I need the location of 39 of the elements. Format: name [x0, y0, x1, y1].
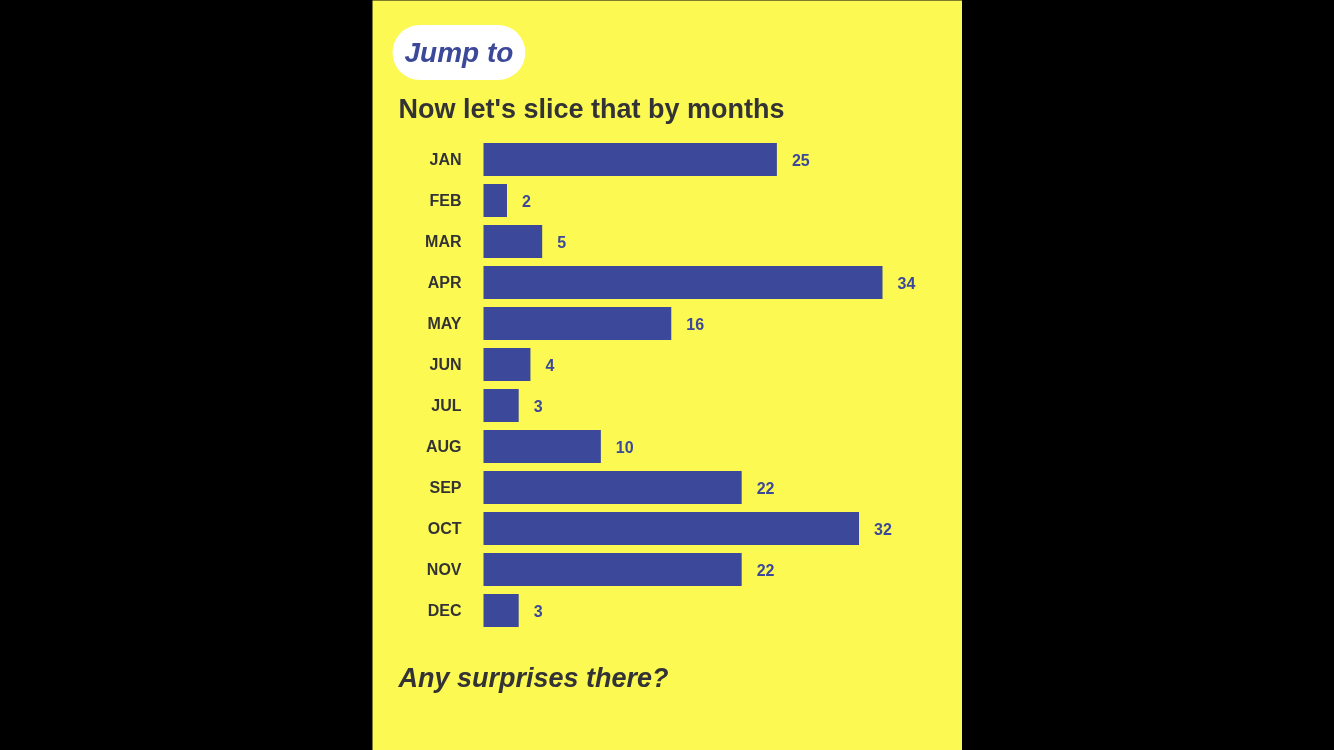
data-label: 5	[557, 233, 567, 251]
bar	[483, 143, 777, 176]
data-label: 3	[533, 602, 543, 620]
y-tick-label: FEB	[429, 192, 462, 209]
bar	[483, 389, 519, 422]
bar	[483, 471, 742, 504]
bar	[483, 266, 883, 299]
y-tick-label: JUL	[431, 397, 462, 414]
data-label: 22	[756, 479, 775, 497]
bar	[483, 184, 507, 217]
text: Jump to	[404, 37, 514, 68]
chart-title: Now let's slice that by months	[398, 93, 785, 124]
y-tick-label: DEC	[427, 602, 462, 619]
bar	[483, 553, 742, 586]
data-label: 22	[756, 561, 775, 579]
y-tick-label: MAR	[425, 233, 462, 250]
bar	[483, 430, 601, 463]
data-label: 4	[545, 356, 555, 374]
y-tick-label: APR	[427, 274, 462, 291]
data-label: 16	[686, 315, 705, 333]
y-tick-label: OCT	[427, 520, 462, 537]
bar	[483, 348, 531, 381]
y-tick-label: JAN	[429, 151, 462, 168]
y-tick-label: NOV	[426, 561, 462, 578]
bar	[483, 512, 860, 545]
data-label: 32	[874, 520, 892, 538]
y-tick-label: SEP	[429, 479, 462, 496]
data-label: 10	[615, 438, 634, 456]
y-tick-label: MAY	[427, 315, 462, 332]
data-label: 25	[791, 151, 810, 169]
data-label: 2	[521, 192, 531, 210]
data-label: 3	[533, 397, 543, 415]
bar	[483, 225, 543, 258]
bar	[483, 307, 672, 340]
bar	[483, 594, 519, 627]
data-label: 34	[897, 274, 916, 292]
text: Any surprises there?	[397, 662, 669, 693]
y-tick-label: AUG	[425, 438, 462, 455]
y-tick-label: JUN	[429, 356, 462, 373]
